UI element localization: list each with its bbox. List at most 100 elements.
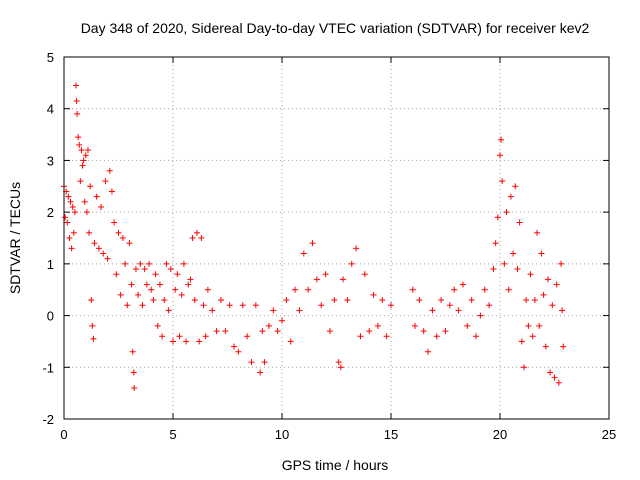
x-tick-label: 20 (493, 427, 507, 442)
data-point (141, 266, 148, 273)
y-tick-label: -1 (42, 360, 54, 375)
data-point (202, 333, 209, 340)
data-point (95, 245, 102, 252)
grid (64, 57, 609, 419)
data-point (420, 328, 427, 335)
data-point (287, 338, 294, 345)
data-point (183, 338, 190, 345)
data-point (66, 235, 73, 241)
data-point (244, 333, 251, 340)
data-point (72, 82, 79, 89)
data-point (534, 229, 541, 236)
data-point (170, 338, 176, 345)
data-point (135, 291, 142, 298)
data-point (152, 271, 159, 278)
data-point (501, 260, 508, 267)
data-point (523, 297, 530, 304)
data-point (305, 286, 312, 293)
data-point (538, 250, 545, 257)
y-axis: -2 -1 0 1 2 3 4 5 (42, 50, 609, 427)
data-point (340, 276, 347, 283)
data-point (558, 260, 565, 267)
data-point (265, 322, 272, 329)
data-point (473, 333, 480, 340)
data-point (383, 333, 390, 340)
data-point (69, 203, 76, 210)
data-point (477, 312, 484, 319)
data-point (261, 359, 268, 366)
data-point (547, 369, 554, 376)
data-point (366, 328, 373, 335)
data-point (76, 141, 83, 148)
data-point (79, 162, 86, 169)
data-point (193, 229, 200, 236)
data-point (544, 276, 551, 283)
data-point (200, 302, 207, 309)
data-point (132, 266, 139, 273)
data-point (126, 240, 133, 247)
data-point (102, 178, 109, 185)
data-point (90, 335, 97, 342)
data-point (553, 281, 560, 288)
data-point (213, 328, 220, 335)
x-tick-label: 10 (275, 427, 289, 442)
data-point (279, 317, 285, 324)
data-point (361, 271, 368, 278)
data-point (70, 229, 77, 236)
data-point (178, 291, 185, 298)
data-point (128, 281, 135, 288)
data-point (217, 297, 224, 304)
data-point (176, 333, 183, 340)
chart-title: Day 348 of 2020, Sidereal Day-to-day VTE… (81, 20, 590, 36)
data-point (146, 260, 153, 267)
y-tick-label: -2 (42, 412, 54, 427)
data-point (510, 250, 517, 257)
data-point (64, 219, 71, 226)
data-point (129, 348, 136, 355)
data-point (100, 250, 107, 257)
data-point (231, 343, 238, 350)
data-point (322, 271, 329, 278)
data-point (409, 286, 416, 293)
data-point (540, 291, 547, 298)
data-point (499, 178, 506, 185)
data-point (438, 297, 445, 304)
data-point (514, 266, 521, 273)
x-axis-title: GPS time / hours (282, 457, 389, 473)
data-point (117, 291, 124, 298)
data-point (204, 286, 211, 293)
data-point (498, 136, 505, 143)
data-point (84, 147, 91, 154)
data-point (86, 229, 93, 236)
data-point (172, 286, 179, 293)
data-point (161, 297, 168, 304)
data-point (337, 364, 344, 371)
data-point (167, 266, 174, 273)
data-point (78, 147, 85, 154)
x-tick-label: 0 (60, 427, 67, 442)
data-point (93, 193, 100, 200)
data-point (88, 297, 95, 304)
data-point (187, 276, 194, 283)
data-point (559, 307, 566, 314)
data-point (185, 281, 192, 288)
data-point (65, 193, 72, 200)
data-point (494, 214, 501, 221)
data-point (148, 286, 155, 293)
data-point (296, 307, 303, 314)
data-point (560, 343, 567, 350)
data-point (150, 297, 157, 304)
data-point (111, 219, 118, 226)
data-point (283, 297, 290, 304)
data-point (518, 338, 525, 345)
data-point (451, 286, 458, 293)
data-point (331, 297, 338, 304)
data-point (531, 297, 538, 304)
x-tick-label: 15 (384, 427, 398, 442)
data-point (542, 343, 549, 350)
data-point (98, 203, 105, 210)
data-point (388, 302, 394, 309)
data-point (130, 369, 137, 376)
data-point (248, 359, 255, 366)
